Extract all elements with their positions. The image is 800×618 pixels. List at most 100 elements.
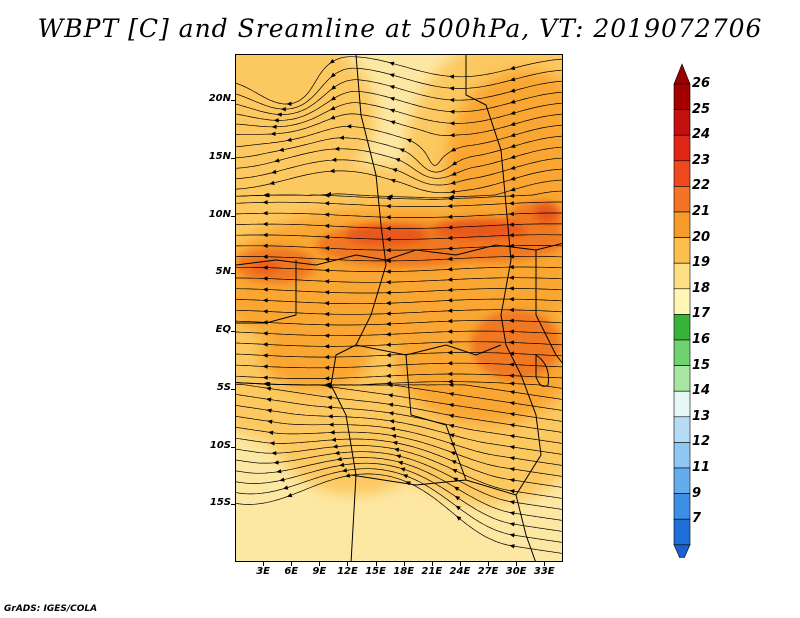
streamline-arrow <box>448 382 454 388</box>
streamline-arrow <box>451 160 458 166</box>
streamline-arrow <box>385 321 391 327</box>
streamline-arrow <box>392 440 398 446</box>
streamline <box>236 146 562 179</box>
streamline-arrow <box>271 450 277 456</box>
streamline-arrow <box>447 256 453 262</box>
streamline-arrow <box>447 361 453 366</box>
streamline-arrow <box>509 65 516 71</box>
streamline-arrow <box>388 411 394 416</box>
streamline-arrow <box>286 137 292 142</box>
streamline-arrow <box>449 109 455 114</box>
colorbar-label: 23 <box>692 152 711 168</box>
streamline-arrow <box>509 423 515 428</box>
streamline-arrow <box>329 58 335 64</box>
streamline-arrow <box>385 332 391 337</box>
streamline-arrow <box>449 132 455 138</box>
streamline <box>236 157 562 186</box>
streamline-arrow <box>282 485 289 490</box>
streamline-arrow <box>508 373 514 378</box>
lon-tick-label: 3E <box>256 566 270 577</box>
streamline <box>236 451 562 510</box>
lat-tick <box>231 388 235 390</box>
streamline-arrow <box>390 178 396 184</box>
streamline-arrow <box>448 391 454 397</box>
streamline-arrow <box>274 158 280 163</box>
streamline-arrow <box>270 131 276 137</box>
colorbar-box <box>673 186 691 213</box>
streamline-arrow <box>386 196 392 201</box>
streamline-arrow <box>265 382 271 387</box>
streamline-arrow <box>262 353 268 358</box>
colorbar-box <box>673 467 691 494</box>
streamline-arrow <box>269 441 275 446</box>
colorbar-box <box>673 83 691 110</box>
streamline-arrow <box>447 339 453 345</box>
streamline-arrow <box>510 143 516 149</box>
streamline-arrow <box>344 473 351 478</box>
colorbar-label: 11 <box>692 460 711 475</box>
streamline-arrow <box>447 329 453 334</box>
lat-tick <box>231 331 235 333</box>
streamline-arrow <box>508 351 514 356</box>
field-blob <box>261 320 371 390</box>
streamline <box>236 90 562 121</box>
temperature-field <box>236 55 562 505</box>
lat-tick-label: 20N <box>208 93 231 105</box>
streamline-arrow <box>262 211 268 216</box>
streamline-arrow <box>449 97 455 103</box>
colorbar-label: 14 <box>692 383 711 399</box>
lat-tick-label: 15N <box>208 150 231 162</box>
streamline-arrow <box>324 223 330 229</box>
streamline-arrow <box>329 430 335 435</box>
colorbar-box <box>673 365 691 392</box>
lat-tick-label: EQ <box>215 324 231 336</box>
streamline-arrow <box>389 120 396 125</box>
lon-tick-label: 15E <box>365 566 386 577</box>
lat-tick <box>231 504 235 506</box>
streamline-arrow <box>397 460 404 466</box>
streamline-arrow <box>324 257 330 262</box>
colorbar-label: 22 <box>692 178 711 194</box>
country-border <box>500 259 542 561</box>
grads-credit: GrADS: IGES/COLA <box>4 604 98 614</box>
colorbar-label: 24 <box>692 127 711 143</box>
streamline-arrow <box>391 168 398 173</box>
streamline-arrow <box>509 511 515 516</box>
streamline-arrow <box>509 456 515 461</box>
colorbar-box <box>673 237 691 264</box>
lat-tick-label: 5S <box>216 381 231 393</box>
streamline-arrow <box>509 434 515 439</box>
lat-tick <box>231 446 235 448</box>
streamline-arrow <box>508 296 514 302</box>
streamline-arrow <box>324 311 330 317</box>
colorbar-label: 26 <box>692 76 711 91</box>
lon-tick <box>544 562 546 566</box>
streamline-arrow <box>508 254 514 259</box>
streamline-arrow <box>385 342 391 347</box>
streamline-arrow <box>262 287 268 292</box>
lon-tick <box>319 562 321 566</box>
streamline-arrow <box>447 308 453 313</box>
streamline-arrow <box>509 533 515 538</box>
streamline-arrow <box>508 362 514 367</box>
streamline-arrow <box>509 445 515 450</box>
streamline-arrow <box>278 147 285 152</box>
streamline-arrow <box>324 279 330 284</box>
streamline-arrow <box>262 232 268 238</box>
streamline-arrow <box>447 267 453 272</box>
lon-tick <box>375 562 377 566</box>
streamline-arrow <box>262 192 268 198</box>
streamline-arrow <box>509 77 516 82</box>
streamline-arrow <box>324 201 330 206</box>
streamline-arrow <box>324 193 330 198</box>
streamline-arrow <box>324 333 330 338</box>
streamline-arrow <box>449 189 456 194</box>
streamline-arrow <box>508 340 514 345</box>
streamline-arrow <box>346 124 352 129</box>
colorbar-label: 7 <box>692 511 702 527</box>
lon-tick <box>347 562 349 566</box>
streamline-arrow <box>271 124 277 130</box>
streamline-arrow <box>262 320 268 325</box>
streamline-arrow <box>391 433 397 439</box>
colorbar <box>673 63 691 558</box>
